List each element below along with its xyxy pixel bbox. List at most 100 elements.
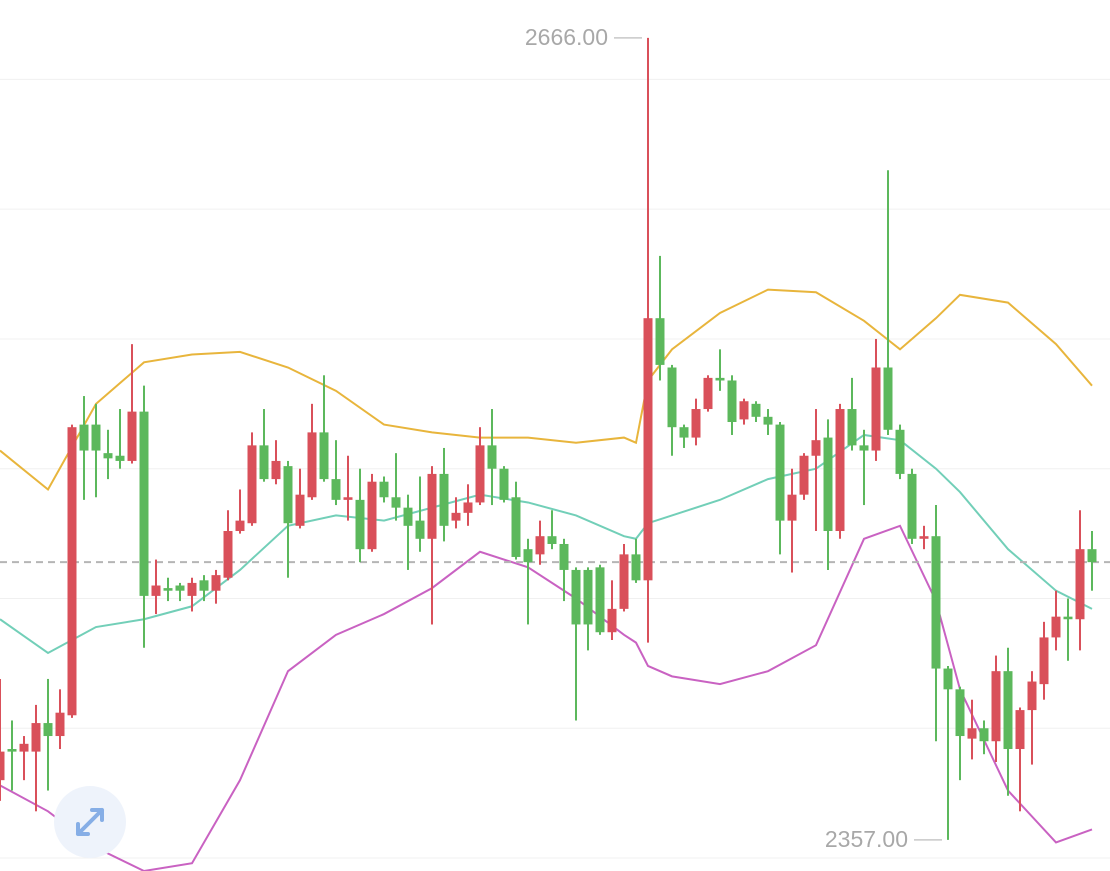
- candle-body: [1027, 681, 1037, 711]
- candle-body: [703, 377, 713, 410]
- candle-body: [343, 497, 353, 500]
- candle-body: [187, 582, 197, 596]
- candle-body: [175, 585, 185, 591]
- candle-body: [1051, 616, 1061, 638]
- candle-body: [835, 409, 845, 532]
- marker-label: 2357.00: [825, 826, 908, 852]
- expand-icon[interactable]: [76, 808, 104, 836]
- candle-body: [583, 569, 593, 625]
- candle-body: [727, 380, 737, 423]
- candle-body: [907, 473, 917, 539]
- candle-body: [883, 367, 893, 430]
- candle-body: [391, 497, 401, 508]
- candle-body: [223, 531, 233, 578]
- candle-body: [427, 473, 437, 539]
- candle-body: [511, 497, 521, 557]
- candle-body: [439, 473, 449, 526]
- candle-body: [607, 608, 617, 633]
- candle-body: [799, 455, 809, 495]
- candle-body: [295, 494, 305, 526]
- candle-body: [91, 424, 101, 451]
- candles: [0, 37, 1097, 840]
- candle-body: [751, 403, 761, 417]
- candle-body: [199, 580, 209, 591]
- candle-body: [0, 751, 5, 781]
- candle-body: [631, 554, 641, 581]
- candle-body: [967, 728, 977, 739]
- candle-body: [55, 712, 65, 737]
- candle-body: [7, 749, 17, 752]
- candle-body: [331, 479, 341, 500]
- candle-body: [415, 520, 425, 539]
- candle-body: [235, 520, 245, 532]
- candle-body: [1003, 671, 1013, 750]
- candle-body: [151, 585, 161, 596]
- candle-body: [355, 499, 365, 550]
- candle-body: [787, 494, 797, 521]
- candle-body: [763, 416, 773, 425]
- candle-body: [547, 536, 557, 544]
- candle-body: [943, 668, 953, 690]
- candle-body: [775, 424, 785, 521]
- candle-body: [991, 671, 1001, 742]
- expand-button[interactable]: [54, 786, 126, 858]
- candle-body: [451, 512, 461, 521]
- candle-body: [715, 377, 725, 381]
- candle-body: [859, 445, 869, 451]
- candle-body: [523, 549, 533, 563]
- candle-body: [379, 481, 389, 498]
- candle-body: [535, 536, 545, 555]
- candle-body: [43, 723, 53, 737]
- candle-body: [823, 437, 833, 532]
- candle-body: [127, 411, 137, 461]
- candle-body: [643, 318, 653, 581]
- candle-body: [1015, 710, 1025, 750]
- candle-body: [319, 432, 329, 480]
- marker-label: 2666.00: [525, 24, 608, 50]
- candle-body: [31, 723, 41, 752]
- labels: 2666.00 2357.00: [525, 24, 942, 852]
- bands: [0, 288, 1110, 871]
- candle-body: [271, 460, 281, 480]
- candle-body: [475, 445, 485, 503]
- candle-body: [163, 588, 173, 591]
- candle-body: [487, 445, 497, 469]
- candle-body: [103, 453, 113, 459]
- candle-body: [979, 728, 989, 742]
- candle-body: [739, 401, 749, 420]
- candle-body: [619, 554, 629, 609]
- candle-body: [139, 411, 149, 596]
- band-line: [0, 433, 1093, 655]
- candle-body: [211, 575, 221, 591]
- candle-body: [1039, 637, 1049, 685]
- candle-body: [679, 427, 689, 438]
- candle-body: [67, 427, 77, 716]
- candle-body: [1075, 549, 1085, 620]
- candle-body: [667, 367, 677, 428]
- band-line: [0, 524, 1093, 871]
- candle-body: [259, 445, 269, 480]
- candle-body: [499, 468, 509, 500]
- candle-body: [931, 536, 941, 669]
- candle-body: [79, 424, 89, 451]
- candle-body: [403, 507, 413, 526]
- candle-body: [811, 440, 821, 456]
- candle-body: [1087, 549, 1097, 563]
- candle-body: [655, 318, 665, 365]
- candle-body: [895, 429, 905, 474]
- candle-body: [691, 409, 701, 438]
- candle-body: [19, 743, 29, 752]
- candle-body: [283, 466, 293, 524]
- candle-body: [919, 536, 929, 539]
- candle-body: [115, 455, 125, 461]
- candle-body: [367, 481, 377, 550]
- candle-body: [1063, 616, 1073, 620]
- candle-body: [559, 543, 569, 570]
- candle-body: [955, 689, 965, 737]
- candle-body: [247, 445, 257, 524]
- grid: [0, 78, 1110, 859]
- candle-body: [307, 432, 317, 498]
- candle-body: [847, 409, 857, 446]
